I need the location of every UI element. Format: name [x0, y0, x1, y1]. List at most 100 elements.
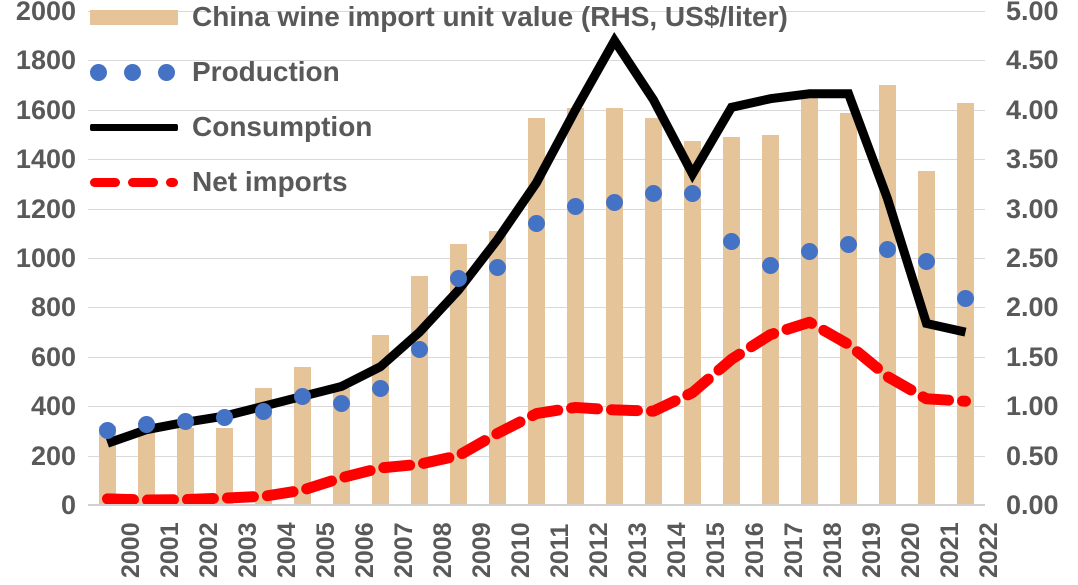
bar	[138, 425, 155, 505]
data-point	[567, 197, 584, 215]
x-axis-tick: 2001	[155, 522, 184, 578]
x-axis-tick: 2018	[818, 522, 847, 578]
y-axis-right-tick: 2.50	[1006, 243, 1059, 273]
y-axis-right-tick: 1.00	[1006, 391, 1059, 422]
y-axis-left-tick: 1200	[15, 193, 76, 224]
x-axis-tick: 2016	[740, 522, 769, 578]
x-axis-tick: 2002	[194, 522, 223, 578]
x-axis-tick: 2007	[389, 522, 418, 578]
legend-item[interactable]: Net imports	[90, 168, 348, 196]
x-axis-tick: 2011	[545, 523, 574, 578]
legend-dash-icon	[166, 177, 178, 187]
legend-dash-icon	[128, 177, 158, 187]
y-axis-right-tick: 5.00	[1006, 0, 1059, 26]
legend-item-label: Net imports	[192, 166, 348, 197]
gridline	[88, 60, 985, 62]
bar	[177, 427, 194, 505]
data-point	[528, 214, 545, 232]
x-axis-tick: 2003	[233, 522, 262, 578]
legend-item-label: China wine import unit value (RHS, US$/l…	[192, 1, 788, 32]
y-axis-right-tick: 0.00	[1006, 490, 1059, 520]
x-axis-tick: 2013	[623, 522, 652, 578]
x-axis-tick: 2006	[350, 522, 379, 578]
x-axis-tick: 2005	[311, 522, 340, 578]
x-axis-tick: 2017	[779, 522, 808, 578]
data-point	[177, 412, 194, 430]
x-axis-tick: 2012	[584, 522, 613, 578]
data-point	[645, 185, 662, 203]
data-point	[372, 380, 389, 398]
data-point	[255, 402, 272, 420]
data-point	[684, 185, 701, 203]
data-point	[294, 387, 311, 405]
data-point	[957, 290, 974, 308]
x-axis-tick: 2008	[428, 522, 457, 578]
data-point	[606, 193, 623, 211]
legend-item[interactable]: China wine import unit value (RHS, US$/l…	[90, 3, 788, 31]
bar	[801, 94, 818, 505]
y-axis-left-tick: 1000	[15, 243, 76, 273]
data-point	[762, 256, 779, 274]
bar	[450, 244, 467, 505]
legend-item-label: Production	[192, 56, 340, 87]
legend-item-label: Consumption	[192, 111, 373, 142]
bar	[840, 112, 857, 505]
bar	[684, 141, 701, 505]
y-axis-left-tick: 800	[30, 292, 76, 323]
data-point	[411, 340, 428, 358]
data-point	[801, 243, 818, 261]
x-axis-line	[88, 504, 985, 506]
legend-dash-icon	[90, 177, 120, 187]
y-axis-left-tick: 2000	[15, 0, 76, 26]
x-axis-tick: 2020	[896, 522, 925, 578]
y-axis-left-tick: 400	[30, 391, 76, 422]
data-point	[333, 395, 350, 413]
gridline	[88, 109, 985, 111]
line-series-consumption	[106, 32, 967, 448]
y-axis-left-tick: 600	[30, 341, 76, 372]
line-series-net-imports	[102, 316, 971, 506]
legend-dot-icon	[158, 63, 175, 81]
data-point	[450, 270, 467, 288]
x-axis-tick: 2021	[935, 522, 964, 578]
legend-dots-icon	[90, 63, 178, 81]
y-axis-right-tick: 3.00	[1006, 193, 1059, 224]
data-point	[918, 253, 935, 271]
gridline	[88, 11, 985, 12]
legend-bar-swatch-icon	[90, 9, 178, 25]
bar	[216, 427, 233, 505]
data-point	[723, 233, 740, 251]
bar	[762, 134, 779, 505]
legend-dot-icon	[90, 63, 107, 81]
x-axis-tick: 2009	[467, 522, 496, 578]
bar	[723, 137, 740, 505]
y-axis-left-tick: 0	[60, 490, 76, 520]
x-axis-tick: 2010	[506, 522, 535, 578]
legend-item[interactable]: Production	[90, 58, 340, 86]
x-axis-tick: 2015	[701, 522, 730, 578]
data-point	[138, 416, 155, 434]
y-axis-left-tick: 1600	[15, 94, 76, 125]
x-axis-tick: 2022	[974, 522, 1003, 578]
legend-solid-line-icon	[90, 123, 178, 131]
y-axis-right-tick: 2.00	[1006, 292, 1059, 323]
y-axis-right-tick: 0.50	[1006, 440, 1059, 471]
data-point	[840, 235, 857, 253]
y-axis-right-tick: 4.00	[1006, 94, 1059, 125]
data-point	[489, 259, 506, 277]
data-point	[879, 240, 896, 258]
y-axis-left-tick: 200	[30, 440, 76, 471]
legend-dot-icon	[124, 63, 141, 81]
data-point	[99, 422, 116, 440]
y-axis-right-tick: 3.50	[1006, 144, 1059, 175]
x-axis-tick: 2014	[662, 522, 691, 578]
y-axis-left-tick: 1800	[15, 45, 76, 76]
x-axis-tick: 2000	[116, 522, 145, 578]
data-point	[216, 408, 233, 426]
x-axis-tick: 2019	[857, 522, 886, 578]
y-axis-right-tick: 1.50	[1006, 341, 1059, 372]
x-axis-tick: 2004	[272, 522, 301, 578]
legend-item[interactable]: Consumption	[90, 113, 372, 141]
legend-dashed-line-icon	[90, 177, 178, 187]
